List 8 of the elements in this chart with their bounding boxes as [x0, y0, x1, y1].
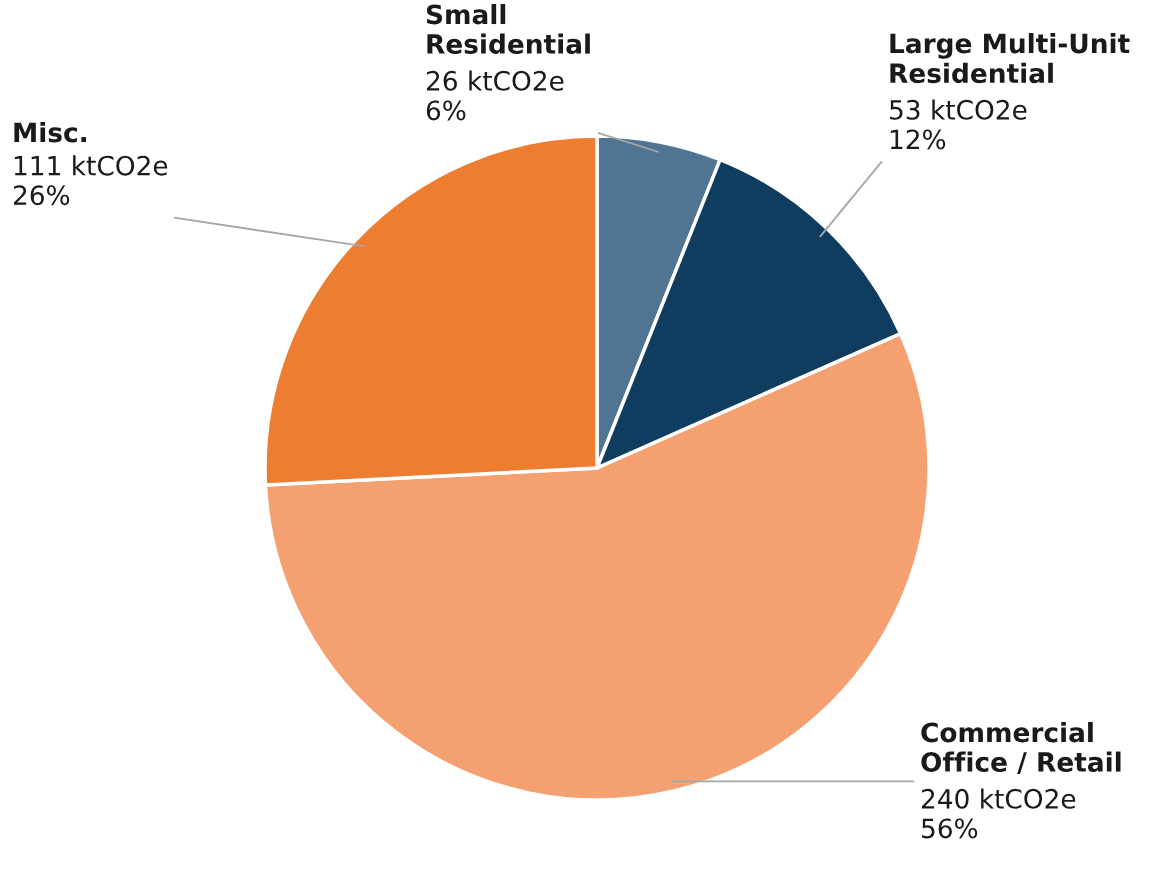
data-label: 111 ktCO2e 26% — [13, 155, 168, 206]
slice-label: Misc. — [14, 122, 86, 143]
data-label: 26 ktCO2e 6% — [426, 70, 564, 121]
slice-label: Small Residential — [426, 4, 590, 54]
data-label: 240 ktCO2e 56% — [921, 788, 1076, 839]
slice-label: Large Multi-Unit Residential — [890, 33, 1130, 84]
data-label: 53 ktCO2e 12% — [890, 99, 1027, 150]
slice-label: Commercial Office / Retail — [921, 722, 1121, 775]
